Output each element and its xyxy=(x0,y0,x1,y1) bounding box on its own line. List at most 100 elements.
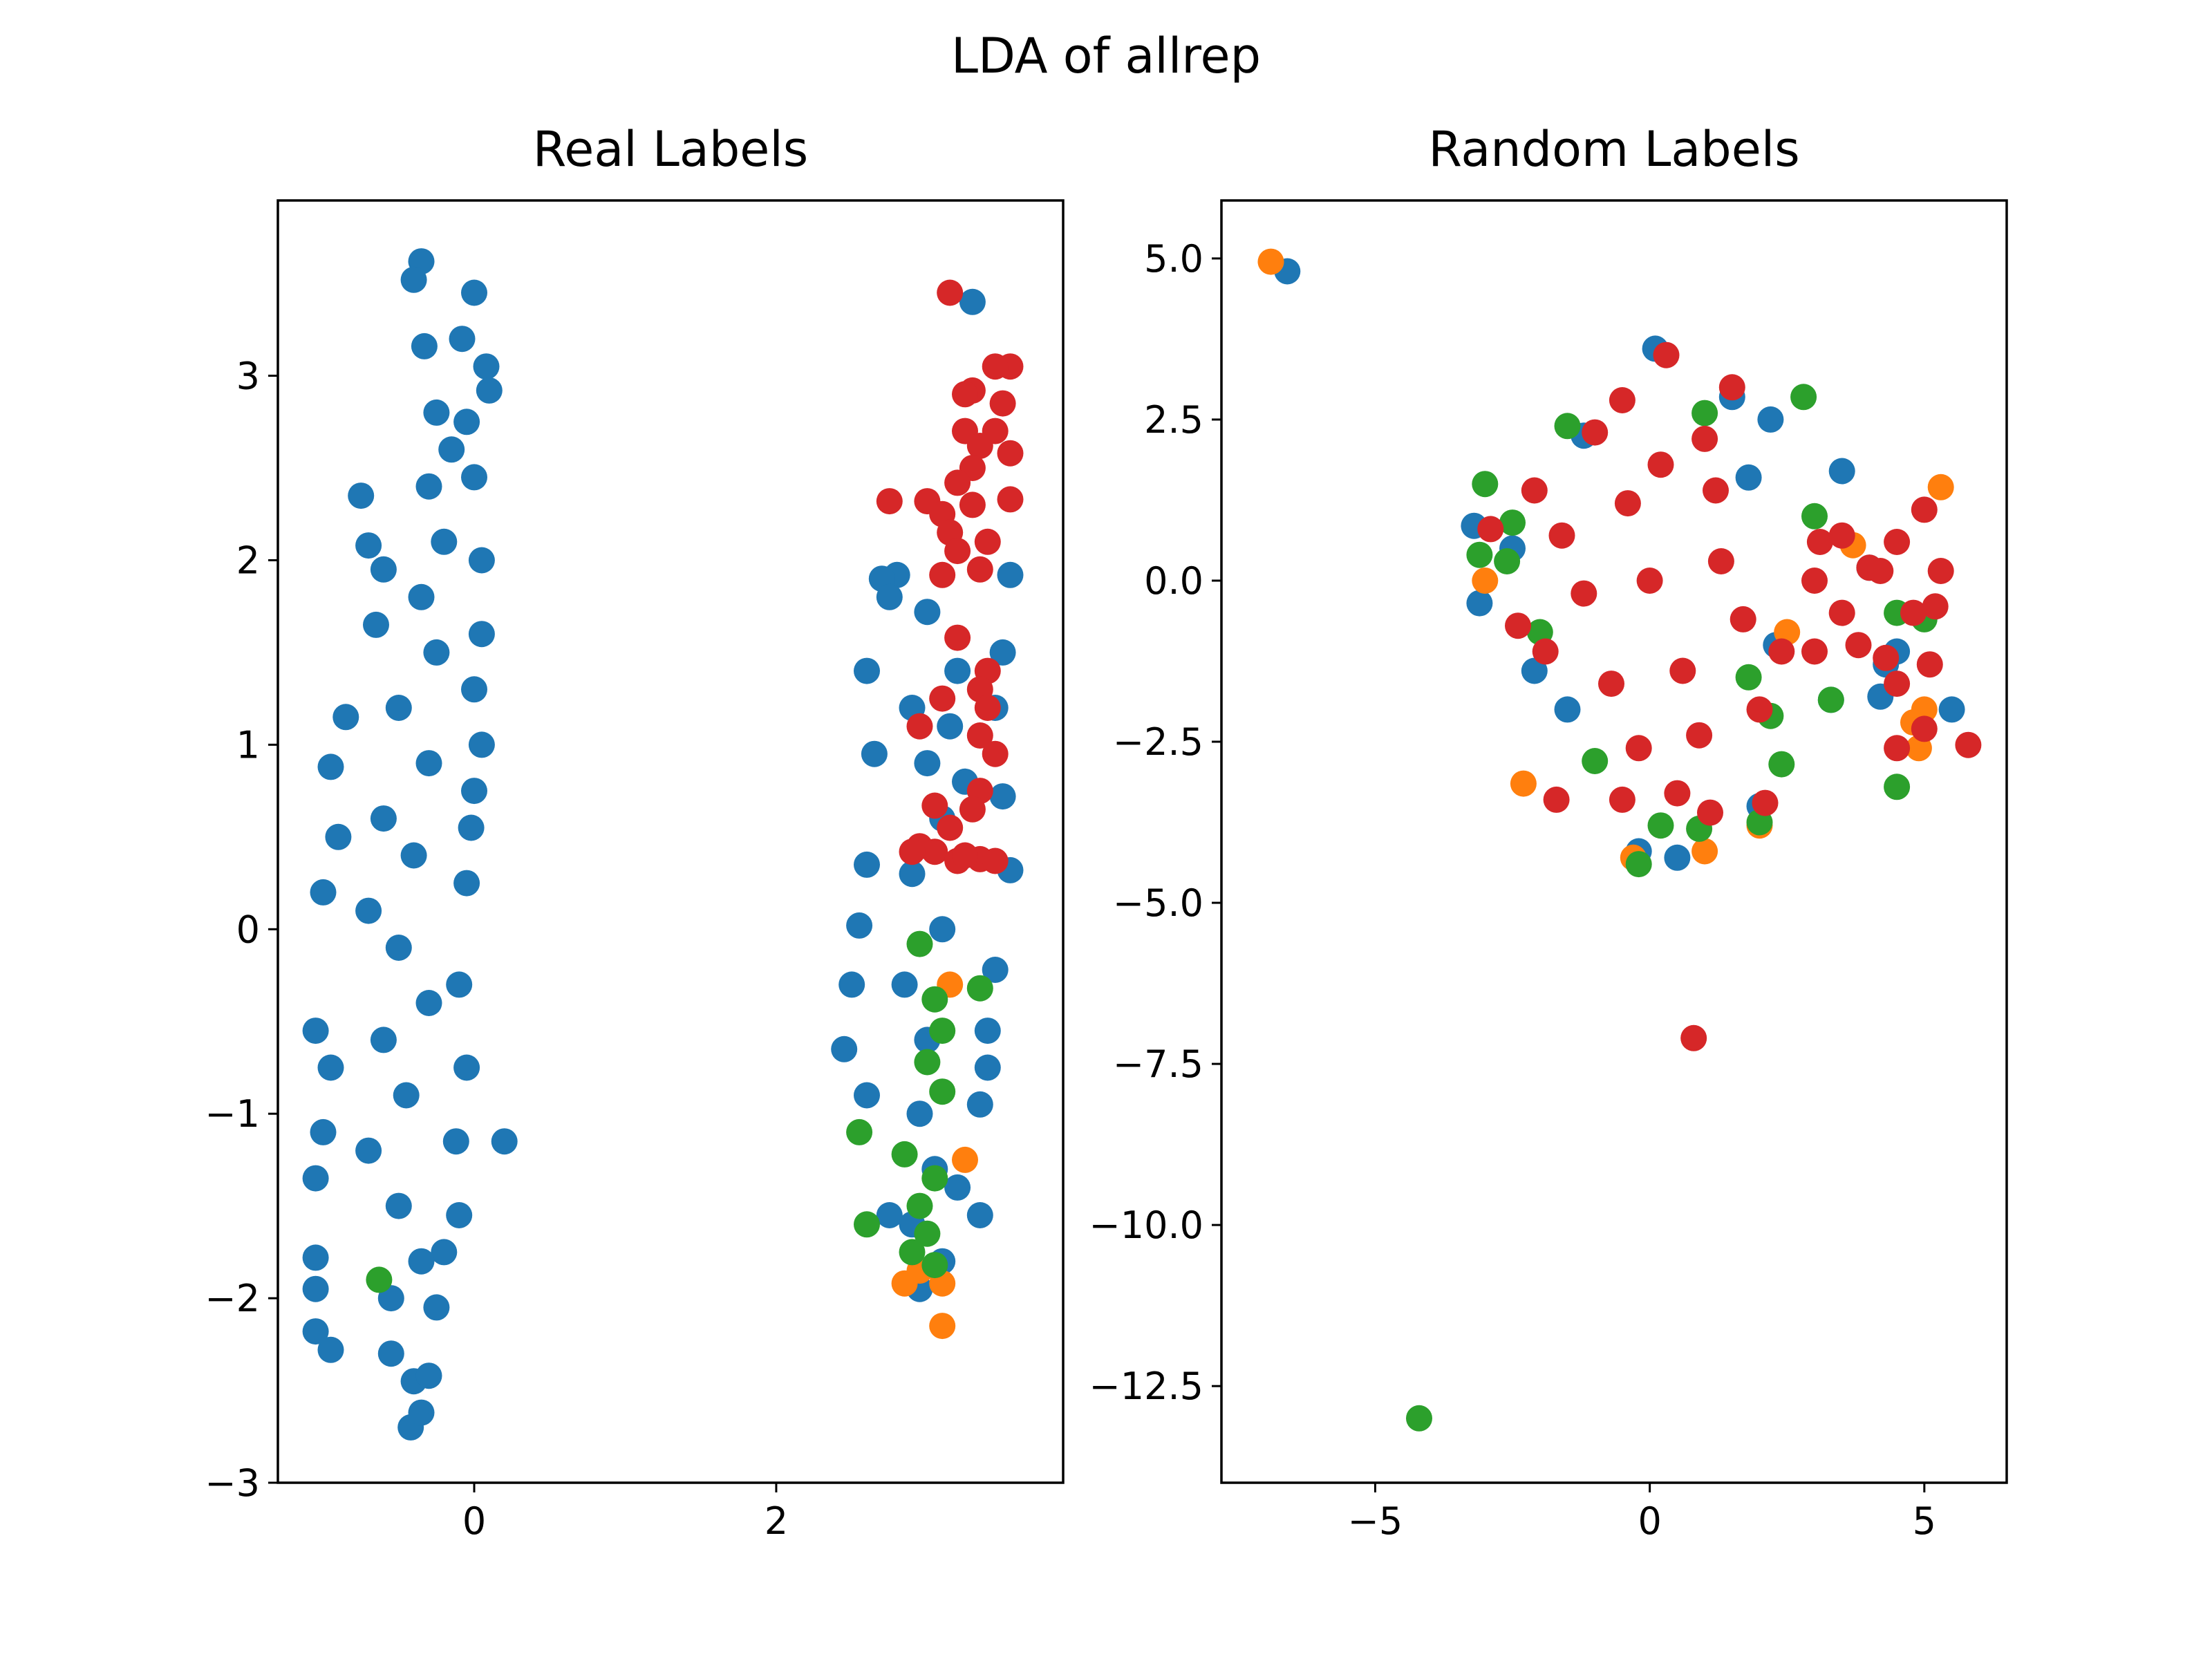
scatter-point xyxy=(446,1202,473,1228)
scatter-point xyxy=(1554,413,1581,440)
x-tick-label: 5 xyxy=(1913,1499,1936,1543)
scatter-point xyxy=(415,1362,442,1389)
scatter-point xyxy=(997,440,1024,467)
ticks-random-labels: −5 0 5 −12.5 −10.0 −7.5 −5.0 −2.5 0.0 2.5 5.0 xyxy=(1089,237,1937,1543)
scatter-point xyxy=(974,1018,1001,1044)
scatter-point xyxy=(952,381,978,408)
y-tick-label: 3 xyxy=(236,355,260,398)
scatter-point xyxy=(461,464,487,491)
y-tick-label: −7.5 xyxy=(1113,1042,1203,1086)
scatter-point xyxy=(355,1137,382,1164)
y-tick-label: 0.0 xyxy=(1144,559,1203,603)
scatter-point xyxy=(332,704,359,731)
scatter-point xyxy=(1680,1024,1707,1051)
scatter-point xyxy=(929,685,956,712)
scatter-point xyxy=(921,1165,948,1192)
scatter-point xyxy=(997,486,1024,513)
scatter-point xyxy=(1521,477,1548,504)
scatter-point xyxy=(1746,696,1773,723)
scatter-point xyxy=(989,390,1016,417)
scatter-point xyxy=(1955,731,1982,758)
scatter-point xyxy=(854,1211,880,1238)
y-tick-label: 5.0 xyxy=(1144,237,1203,281)
scatter-point xyxy=(974,1054,1001,1081)
scatter-point xyxy=(348,482,375,509)
y-tick-label: 2.5 xyxy=(1144,398,1203,442)
scatter-point xyxy=(914,1220,941,1247)
scatter-point xyxy=(1718,374,1745,401)
scatter-point xyxy=(310,879,337,906)
scatter-point xyxy=(370,805,397,832)
subplot-title-random-labels: Random Labels xyxy=(1428,121,1799,178)
scatter-point xyxy=(449,326,476,353)
scatter-point xyxy=(363,611,389,638)
scatter-point xyxy=(1735,464,1762,491)
scatter-point xyxy=(1466,590,1493,617)
scatter-point xyxy=(846,912,873,939)
scatter-point xyxy=(1494,548,1521,574)
scatter-point xyxy=(411,332,438,359)
scatter-point xyxy=(1653,341,1680,368)
y-tick-label: −2.5 xyxy=(1113,720,1203,764)
scatter-point xyxy=(966,556,993,583)
scatter-point xyxy=(982,957,1009,983)
scatter-point xyxy=(442,1128,469,1155)
scatter-point xyxy=(453,870,480,897)
scatter-point xyxy=(1801,568,1828,594)
x-tick-label: 0 xyxy=(462,1499,486,1543)
scatter-point xyxy=(944,469,971,496)
scatter-point xyxy=(929,1313,956,1340)
scatter-point xyxy=(846,1118,873,1145)
scatter-point xyxy=(1884,671,1911,697)
scatter-point xyxy=(1845,632,1872,659)
scatter-point xyxy=(1647,812,1674,839)
scatter-point xyxy=(1884,774,1911,800)
y-tick-label: −2 xyxy=(205,1277,260,1320)
scatter-point xyxy=(1938,696,1965,723)
scatter-point xyxy=(1916,651,1943,678)
scatter-point xyxy=(302,1018,329,1044)
y-tick-label: −10.0 xyxy=(1089,1203,1203,1247)
scatter-point xyxy=(355,897,382,924)
scatter-point xyxy=(1686,722,1713,749)
scatter-point xyxy=(914,599,941,626)
scatter-point xyxy=(1927,474,1954,500)
scatter-point xyxy=(974,528,1001,555)
scatter-point xyxy=(302,1318,329,1345)
scatter-point xyxy=(1922,593,1949,620)
scatter-point xyxy=(944,657,971,684)
scatter-point xyxy=(302,1275,329,1302)
scatter-point xyxy=(1625,735,1652,762)
series-3-random-labels xyxy=(1406,384,1938,1432)
scatter-point xyxy=(1598,671,1624,697)
scatter-point xyxy=(1614,490,1641,517)
scatter-point xyxy=(1900,599,1927,626)
scatter-point xyxy=(891,1270,918,1297)
scatter-point xyxy=(876,488,903,515)
scatter-point xyxy=(1911,715,1938,742)
x-tick-label: 0 xyxy=(1638,1499,1661,1543)
scatter-point xyxy=(929,1078,956,1105)
scatter-point xyxy=(431,528,458,555)
scatter-point xyxy=(317,1054,344,1081)
scatter-point xyxy=(400,266,427,293)
series-1-real-labels xyxy=(302,248,1024,1441)
scatter-point xyxy=(325,823,352,850)
axes-frame-random-labels xyxy=(1220,199,2008,1484)
scatter-point xyxy=(1521,657,1548,684)
scatter-point xyxy=(966,1091,993,1118)
scatter-point xyxy=(393,1082,420,1109)
scatter-point xyxy=(966,975,993,1002)
scatter-point xyxy=(317,753,344,780)
scatter-point xyxy=(937,814,964,841)
scatter-point xyxy=(1867,558,1894,584)
scatter-point xyxy=(431,1239,458,1266)
scatter-point xyxy=(458,814,485,841)
scatter-point xyxy=(385,935,412,961)
scatter-point xyxy=(446,971,473,998)
scatter-point xyxy=(1664,780,1691,807)
scatter-point xyxy=(1707,548,1734,574)
scatter-point xyxy=(1735,664,1762,691)
scatter-point xyxy=(854,851,880,878)
